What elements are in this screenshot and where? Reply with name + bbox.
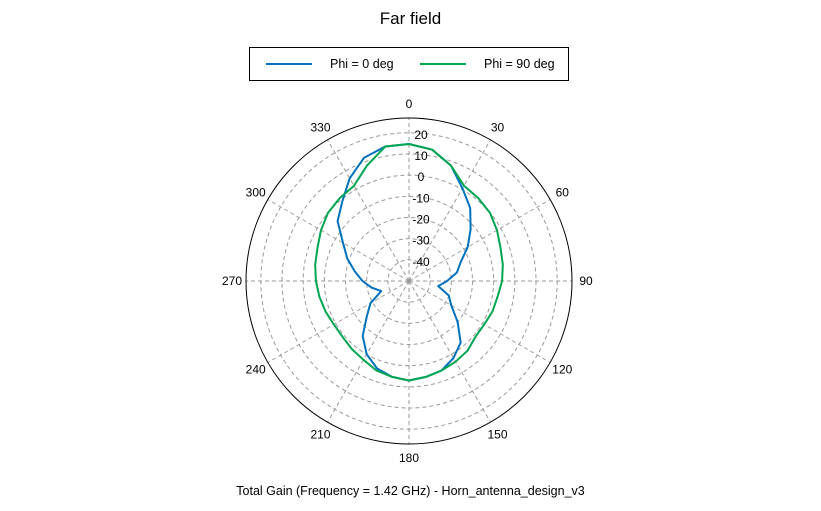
series-layer [314, 143, 504, 382]
radial-tick-label: 0 [418, 170, 425, 184]
chart-caption: Total Gain (Frequency = 1.42 GHz) - Horn… [236, 484, 585, 498]
legend-entry-phi-0: Phi = 0 deg [266, 48, 394, 80]
angle-tick-label: 240 [246, 363, 266, 377]
polar-grid [245, 117, 573, 445]
angle-tick-label: 120 [552, 363, 572, 377]
angle-tick-label: 300 [246, 186, 266, 200]
radial-tick-label: -30 [412, 234, 430, 248]
outer-circle [245, 117, 573, 445]
angle-tick-label: 330 [310, 121, 330, 135]
legend-label-phi-0: Phi = 0 deg [330, 57, 394, 71]
legend: Phi = 0 deg Phi = 90 deg [249, 47, 569, 81]
angle-tick-label: 0 [406, 97, 413, 111]
grid-spoke [327, 280, 410, 423]
grid-spoke [408, 139, 491, 282]
angle-tick-label: 180 [399, 451, 419, 465]
grid-spoke [408, 280, 551, 363]
legend-swatch-phi-90 [420, 63, 466, 65]
angle-tick-label: 150 [487, 427, 507, 441]
radial-tick-label: 20 [414, 128, 428, 142]
radial-tick-label: 10 [414, 149, 428, 163]
grid-spoke [408, 280, 491, 423]
grid-spoke [267, 199, 410, 282]
legend-swatch-phi-0 [266, 63, 312, 65]
angle-tick-label: 60 [556, 186, 570, 200]
angle-tick-label: 210 [310, 427, 330, 441]
legend-label-phi-90: Phi = 90 deg [484, 57, 555, 71]
legend-entry-phi-90: Phi = 90 deg [420, 48, 555, 80]
grid-spoke [408, 199, 551, 282]
angle-tick-label: 30 [491, 121, 505, 135]
angle-tick-label: 270 [222, 274, 242, 288]
angle-tick-label: 90 [579, 274, 593, 288]
radial-tick-label: -10 [412, 191, 430, 205]
grid-spoke [327, 139, 410, 282]
radial-tick-label: -40 [412, 255, 430, 269]
grid-spoke [267, 280, 410, 363]
series-line-phi-90 [314, 143, 504, 382]
chart-title: Far field [379, 9, 442, 28]
radial-tick-label: -20 [412, 213, 430, 227]
tick-labels: 0 30 60 90 120 150 180 210 240 270 300 330 20 10 0 -10 -… [222, 97, 593, 465]
